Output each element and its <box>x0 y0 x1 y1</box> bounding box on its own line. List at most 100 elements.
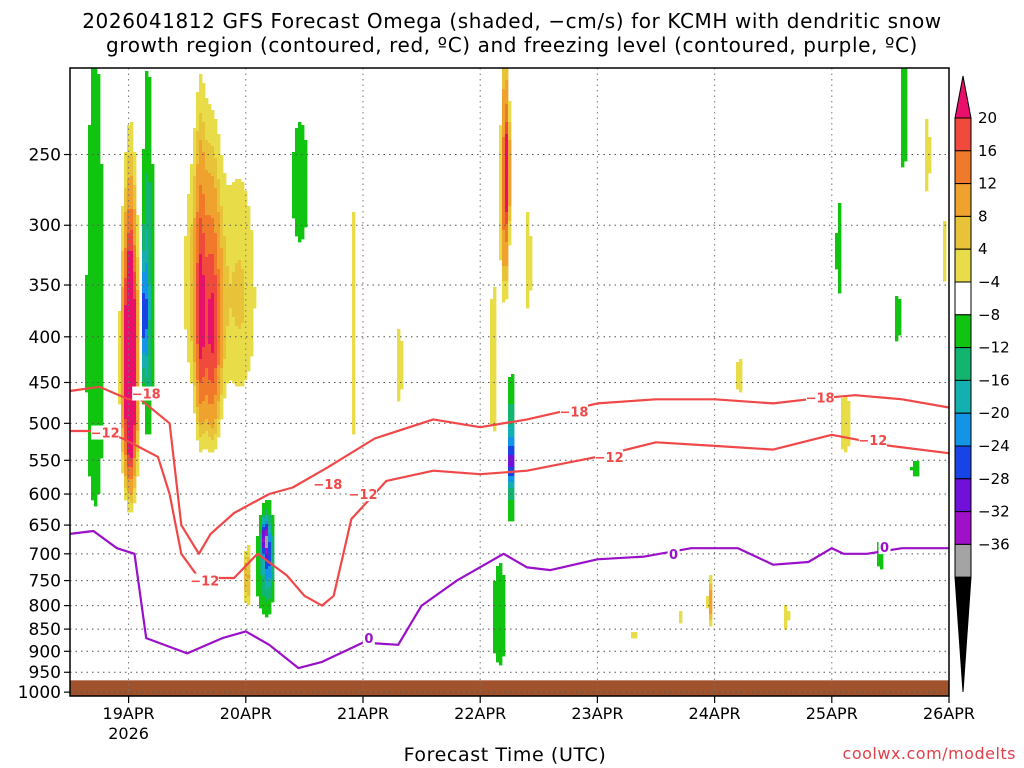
omega-cell <box>148 212 152 216</box>
omega-cell <box>94 245 98 249</box>
omega-cell <box>124 380 128 384</box>
omega-cell <box>190 266 194 270</box>
omega-cell <box>127 377 131 381</box>
omega-cell <box>205 398 209 402</box>
omega-cell <box>298 230 302 234</box>
omega-cell <box>943 266 947 270</box>
omega-cell <box>904 137 908 141</box>
omega-cell <box>229 272 233 276</box>
omega-cell <box>100 422 104 426</box>
omega-cell <box>91 464 95 468</box>
omega-cell <box>208 119 212 123</box>
omega-cell <box>199 338 203 342</box>
omega-cell <box>145 197 149 201</box>
omega-cell <box>238 284 242 288</box>
omega-cell <box>901 164 905 168</box>
omega-cell <box>202 110 206 114</box>
omega-cell <box>214 134 218 138</box>
omega-cell <box>838 269 842 273</box>
omega-cell <box>259 533 263 537</box>
omega-cell <box>196 254 200 258</box>
omega-cell <box>211 206 215 210</box>
omega-cell <box>94 194 98 198</box>
omega-cell <box>94 314 98 318</box>
omega-cell <box>187 278 191 282</box>
omega-cell <box>205 338 209 342</box>
omega-cell <box>205 395 209 399</box>
omega-cell <box>265 521 269 525</box>
omega-cell <box>121 281 125 285</box>
omega-cell <box>97 167 101 171</box>
omega-cell <box>148 338 152 342</box>
omega-cell <box>151 242 155 246</box>
omega-cell <box>130 350 134 354</box>
omega-cell <box>835 233 839 237</box>
omega-cell <box>130 302 134 306</box>
omega-cell <box>100 224 104 228</box>
omega-cell <box>493 587 497 591</box>
omega-cell <box>94 302 98 306</box>
omega-cell <box>238 275 242 279</box>
omega-cell <box>142 149 146 153</box>
omega-cell <box>202 200 206 204</box>
omega-cell <box>526 272 530 276</box>
omega-cell <box>928 161 932 165</box>
omega-cell <box>88 443 92 447</box>
omega-cell <box>205 116 209 120</box>
omega-cell <box>193 266 197 270</box>
omega-cell <box>352 404 356 408</box>
omega-cell <box>505 179 509 183</box>
omega-cell <box>94 95 98 99</box>
omega-cell <box>499 146 503 150</box>
omega-cell <box>895 317 899 321</box>
omega-cell <box>97 197 101 201</box>
omega-cell <box>100 233 104 237</box>
omega-cell <box>295 167 299 171</box>
omega-cell <box>247 338 251 342</box>
omega-cell <box>217 320 221 324</box>
omega-cell <box>100 254 104 258</box>
omega-cell <box>223 227 227 231</box>
omega-cell <box>196 374 200 378</box>
omega-cell <box>202 257 206 261</box>
omega-cell <box>190 239 194 243</box>
omega-cell <box>130 500 134 504</box>
omega-cell <box>508 215 512 219</box>
omega-cell <box>202 146 206 150</box>
omega-cell <box>508 455 512 459</box>
omega-cell <box>214 149 218 153</box>
omega-cell <box>133 383 137 387</box>
omega-cell <box>835 260 839 264</box>
omega-cell <box>199 389 203 393</box>
omega-cell <box>145 104 149 108</box>
omega-cell <box>211 275 215 279</box>
omega-cell <box>214 371 218 375</box>
omega-cell <box>142 197 146 201</box>
omega-cell <box>130 128 134 132</box>
omega-cell <box>508 425 512 429</box>
omega-cell <box>127 470 131 474</box>
omega-cell <box>199 212 203 216</box>
omega-cell <box>211 296 215 300</box>
omega-cell <box>97 185 101 189</box>
omega-cell <box>130 173 134 177</box>
omega-cell <box>94 359 98 363</box>
omega-cell <box>232 368 236 372</box>
omega-cell <box>127 311 131 315</box>
omega-cell <box>211 179 215 183</box>
omega-cell <box>151 323 155 327</box>
omega-cell <box>148 356 152 360</box>
omega-cell <box>184 284 188 288</box>
omega-cell <box>529 269 533 273</box>
omega-cell <box>151 218 155 222</box>
omega-cell <box>148 233 152 237</box>
omega-cell <box>397 341 401 345</box>
omega-cell <box>121 413 125 417</box>
omega-cell <box>94 164 98 168</box>
omega-cell <box>193 170 197 174</box>
omega-cell <box>298 227 302 231</box>
omega-cell <box>508 467 512 471</box>
omega-cell <box>238 215 242 219</box>
omega-cell <box>205 365 209 369</box>
omega-cell <box>127 203 131 207</box>
